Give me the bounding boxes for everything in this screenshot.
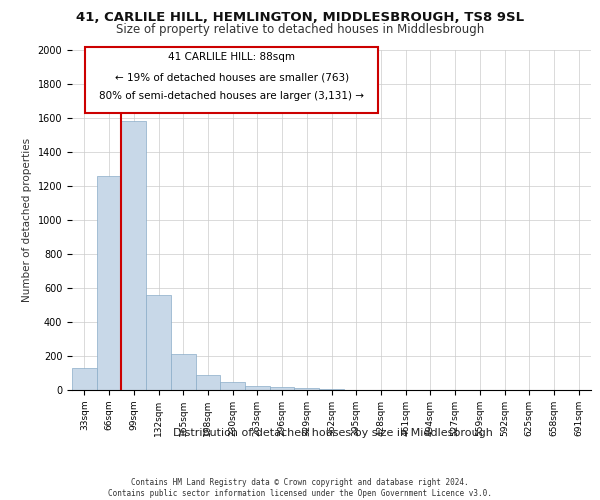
Bar	[245, 386, 270, 390]
Bar	[196, 374, 220, 390]
Bar	[171, 354, 196, 390]
Bar	[72, 368, 97, 390]
Text: 80% of semi-detached houses are larger (3,131) →: 80% of semi-detached houses are larger (…	[99, 91, 364, 101]
Text: 41, CARLILE HILL, HEMLINGTON, MIDDLESBROUGH, TS8 9SL: 41, CARLILE HILL, HEMLINGTON, MIDDLESBRO…	[76, 11, 524, 24]
Bar	[270, 388, 295, 390]
Bar	[146, 295, 171, 390]
Y-axis label: Number of detached properties: Number of detached properties	[22, 138, 32, 302]
Bar	[121, 122, 146, 390]
Text: Size of property relative to detached houses in Middlesbrough: Size of property relative to detached ho…	[116, 22, 484, 36]
Bar	[319, 388, 344, 390]
FancyBboxPatch shape	[85, 46, 378, 113]
Bar	[295, 388, 319, 390]
Bar	[220, 382, 245, 390]
Text: Distribution of detached houses by size in Middlesbrough: Distribution of detached houses by size …	[173, 428, 493, 438]
Text: ← 19% of detached houses are smaller (763): ← 19% of detached houses are smaller (76…	[115, 72, 349, 82]
Bar	[97, 176, 121, 390]
Text: Contains HM Land Registry data © Crown copyright and database right 2024.
Contai: Contains HM Land Registry data © Crown c…	[108, 478, 492, 498]
Text: 41 CARLILE HILL: 88sqm: 41 CARLILE HILL: 88sqm	[168, 52, 295, 62]
